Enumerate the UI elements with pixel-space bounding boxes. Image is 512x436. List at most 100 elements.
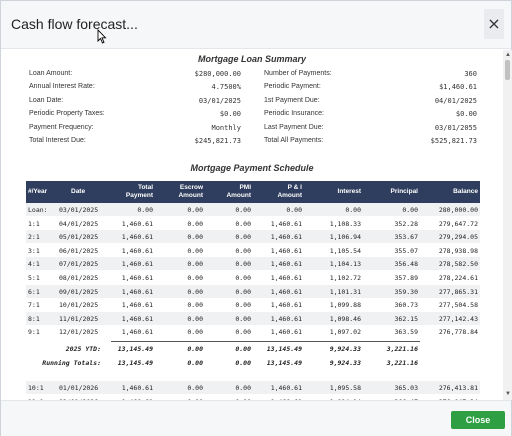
table-row: 7:1 10/01/2025 1,460.61 0.00 0.00 1,460.61 1,0… <box>26 298 480 311</box>
summary-label: 1st Payment Due: <box>264 96 320 104</box>
table-cell: 11:1 <box>28 398 44 400</box>
table-cell: 1,108.33 <box>329 219 361 228</box>
table-cell: 05/01/2025 <box>59 233 99 242</box>
table-cell: 0.00 <box>187 384 203 393</box>
table-cell: Loan: <box>28 206 48 214</box>
summary-row: Annual Interest Rate: 4.7500% <box>29 83 241 95</box>
vertical-scrollbar[interactable]: ▲ ▼ <box>503 50 512 400</box>
table-cell: 1,097.02 <box>329 328 361 337</box>
table-cell: 7:1 <box>28 301 40 310</box>
column-header[interactable]: Principal <box>391 188 418 196</box>
table-cell: 1,101.31 <box>329 287 361 296</box>
table-cell: 2:1 <box>28 233 40 242</box>
summary-label: Loan Amount: <box>29 70 73 77</box>
table-cell: 1,460.61 <box>121 260 153 269</box>
summary-value: $245,821.73 <box>194 137 241 145</box>
table-cell: 0.00 <box>235 233 251 242</box>
table-cell: 360.73 <box>394 301 418 310</box>
table-cell: 13,145.49 <box>117 358 153 367</box>
table-cell: 04/01/2025 <box>59 219 99 228</box>
summary-label: Number of Payments: <box>264 70 332 77</box>
summary-label: Annual Interest Rate: <box>29 83 95 91</box>
table-cell: 0.00 <box>187 358 203 367</box>
table-cell: 01/01/2026 <box>59 384 99 393</box>
report-content[interactable]: Mortgage Loan Summary Loan Amount: $280,0… <box>1 50 503 400</box>
scroll-up-icon[interactable]: ▲ <box>505 52 511 58</box>
column-header[interactable]: P & I Amount <box>277 184 302 200</box>
table-cell: 08/01/2025 <box>59 274 99 282</box>
table-cell: 0.00 <box>235 384 251 393</box>
table-cell: 355.07 <box>394 246 418 255</box>
summary-row: 1st Payment Due: 04/01/2025 <box>264 97 477 109</box>
close-button[interactable]: Close <box>451 411 505 429</box>
dialog-header: Cash flow forecast... × <box>1 1 511 49</box>
table-row: 10:1 01/01/2026 1,460.61 0.00 0.00 1,460.61 1,… <box>26 381 480 395</box>
column-header[interactable]: Interest <box>338 188 361 196</box>
summary-value: 03/01/2055 <box>434 123 477 132</box>
table-cell: 0.00 <box>286 206 302 214</box>
table-cell: 0.00 <box>187 345 203 353</box>
table-cell: 1,460.61 <box>121 384 153 393</box>
table-cell: 359.30 <box>394 287 418 296</box>
summary-title: Mortgage Loan Summary <box>197 54 307 64</box>
column-header[interactable]: Balance <box>453 188 478 196</box>
summary-row: Last Payment Due: 03/01/2055 <box>264 124 477 136</box>
totals-label: 2025 YTD: <box>65 345 101 353</box>
table-cell: 0.00 <box>187 233 203 242</box>
table-cell: 1,460.61 <box>270 301 302 310</box>
table-cell: 1,094.14 <box>330 398 361 400</box>
table-cell: 366.47 <box>395 398 418 400</box>
scroll-down-icon[interactable]: ▼ <box>505 391 511 397</box>
column-header[interactable]: PMI Amount <box>226 184 251 200</box>
table-cell: 1,460.61 <box>270 233 302 242</box>
table-cell: 0.00 <box>235 246 251 255</box>
summary-value: Monthly <box>211 123 241 132</box>
table-cell: 11/01/2025 <box>59 314 99 323</box>
summary-row: Loan Amount: $280,000.00 <box>29 70 241 82</box>
column-header[interactable]: Total Payment <box>126 184 153 200</box>
table-cell: 1,460.61 <box>121 301 153 310</box>
table-cell: 1,460.61 <box>121 314 153 323</box>
table-cell: 09/01/2025 <box>59 287 99 296</box>
table-cell: 1,460.61 <box>121 274 153 282</box>
table-cell: 279,647.72 <box>438 219 478 228</box>
column-header[interactable]: Escrow Amount <box>178 184 203 200</box>
table-cell: 07/01/2025 <box>59 260 99 269</box>
summary-label: Loan Date: <box>29 96 64 104</box>
table-cell: 1,460.61 <box>121 233 153 242</box>
scroll-thumb[interactable] <box>505 60 510 80</box>
summary-label: Total All Payments: <box>264 137 324 144</box>
close-icon[interactable]: × <box>484 9 504 39</box>
table-row: 6:1 09/01/2025 1,460.61 0.00 0.00 1,460.61 1,1… <box>26 284 480 298</box>
table-row: 11:1 02/01/2026 1,460.61 0.00 0.00 1,460.61 1,… <box>26 395 480 400</box>
table-cell: 280,000.00 <box>438 206 478 214</box>
subtotal-separator <box>111 341 420 342</box>
table-cell: 0.00 <box>187 328 203 337</box>
table-cell: 1,460.61 <box>270 287 302 296</box>
table-cell: 10:1 <box>28 384 44 393</box>
summary-row: Periodic Insurance: $0.00 <box>264 110 477 122</box>
summary-value: 04/01/2025 <box>434 96 477 105</box>
table-cell: 1,460.61 <box>121 287 153 296</box>
summary-label: Total Interest Due: <box>29 137 86 144</box>
table-cell: 277,865.31 <box>438 287 478 296</box>
table-cell: 0.00 <box>235 219 251 228</box>
column-header-line1: Date <box>71 188 86 195</box>
summary-value: $0.00 <box>219 110 241 119</box>
table-cell: 1,460.61 <box>270 246 302 255</box>
column-header[interactable]: Date <box>71 188 85 196</box>
dialog-title: Cash flow forecast... <box>11 16 138 32</box>
table-cell: 0.00 <box>235 314 251 323</box>
table-cell: 1,102.72 <box>329 274 361 282</box>
totals-row: Running Totals: 13,145.49 0.00 0.00 13,145.4… <box>26 356 480 369</box>
table-cell: 06/01/2025 <box>59 246 99 255</box>
column-header[interactable]: #/Year <box>28 188 47 196</box>
table-cell: 0.00 <box>187 398 203 400</box>
table-cell: 1,105.54 <box>329 246 361 255</box>
table-cell: 1,460.61 <box>121 246 153 255</box>
table-cell: 0.00 <box>187 314 203 323</box>
table-row: 8:1 11/01/2025 1,460.61 0.00 0.00 1,460.61 1,0… <box>26 311 480 325</box>
summary-row: Total Interest Due: $245,821.73 <box>29 137 241 149</box>
table-cell: 0.00 <box>187 219 203 228</box>
